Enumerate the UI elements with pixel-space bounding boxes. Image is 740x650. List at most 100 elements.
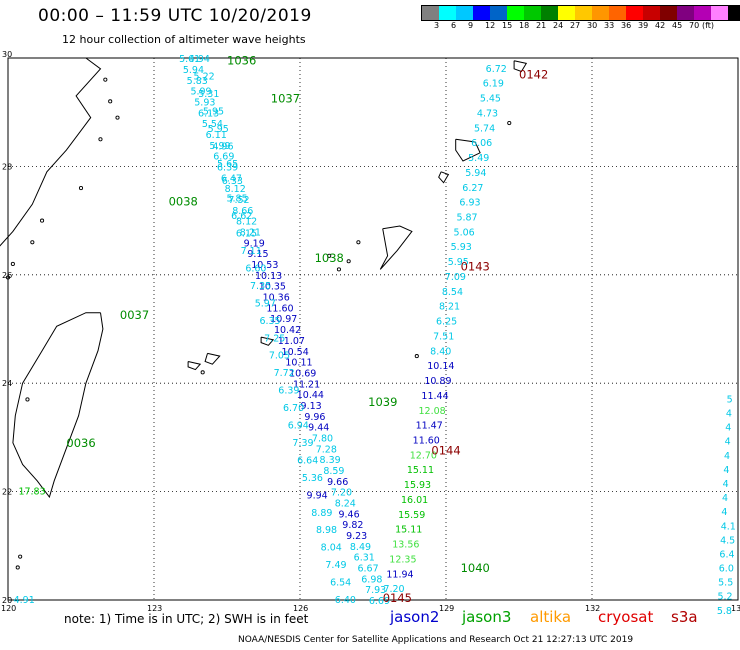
iriomote-coast	[187, 361, 202, 371]
wave-height-value: 4	[725, 423, 731, 434]
wave-height-value: 10.11	[285, 358, 312, 369]
wave-height-value: 11.94	[386, 569, 413, 580]
wave-height-value: 8.21	[439, 302, 460, 313]
page-subtitle: 12 hour collection of altimeter wave hei…	[62, 33, 306, 46]
scale-swatch	[660, 6, 677, 20]
wave-height-value: 5.8	[717, 606, 732, 617]
wave-height-value: 5.83	[187, 76, 208, 87]
small-island	[346, 259, 351, 264]
scale-label: 27	[570, 21, 581, 30]
scale-label: 21	[536, 21, 547, 30]
wave-height-value: 4.96	[212, 141, 233, 152]
wave-height-value: 5.54	[202, 119, 223, 130]
small-island	[98, 137, 103, 142]
wave-height-value: 11.07	[278, 336, 305, 347]
pass-id-label: 0143	[461, 259, 490, 273]
wave-height-value: 7.51	[433, 331, 454, 342]
wave-height-value: 5.45	[480, 94, 501, 105]
scale-swatch	[609, 6, 626, 20]
wave-height-value: 7.25	[264, 333, 285, 344]
scale-label: 18	[519, 21, 530, 30]
wave-height-value: 5.5	[718, 578, 733, 589]
scale-label: 12	[485, 21, 496, 30]
scale-swatch	[643, 6, 660, 20]
scale-label: 24	[553, 21, 564, 30]
wave-height-value: 7.11	[241, 246, 262, 257]
scale-swatch	[473, 6, 490, 20]
wave-height-value: 9.66	[327, 477, 348, 488]
wave-height-value: 6.69	[369, 596, 390, 607]
wave-height-value: 6.40	[335, 595, 356, 606]
wave-height-value: 10.36	[263, 293, 290, 304]
wave-height-value: 6.94	[288, 421, 309, 432]
small-island	[414, 354, 419, 359]
tokunoshima-coast	[438, 171, 450, 184]
small-island	[356, 240, 361, 245]
wave-height-value: 6.06	[471, 138, 492, 149]
wave-height-value: 5.31	[198, 89, 219, 100]
wave-height-value: 10.97	[270, 314, 297, 325]
lon-tick-label: 126	[293, 604, 308, 613]
scale-label: (ft)	[702, 21, 715, 30]
pass-id-label: 0038	[169, 194, 198, 208]
wave-height-value: 5.49	[468, 153, 489, 164]
wave-height-value: 5	[727, 394, 733, 405]
wave-height-value: 5.99	[209, 141, 230, 152]
wave-height-value: 7.49	[325, 560, 346, 571]
wave-height-value: 11.47	[416, 421, 443, 432]
scale-swatch	[507, 6, 524, 20]
satellite-legend-item: s3a	[671, 608, 698, 626]
scale-swatch	[541, 6, 558, 20]
wave-height-value: 5.85	[226, 194, 247, 205]
wave-height-value: 6.15	[236, 229, 257, 240]
small-island	[10, 261, 15, 267]
wave-height-value: 6.33	[222, 176, 243, 187]
lat-tick-label: 28	[2, 162, 12, 171]
scale-label: 3	[434, 21, 440, 30]
small-island	[5, 275, 11, 280]
wave-height-value: 12.35	[389, 554, 416, 565]
wave-height-value: 8.66	[232, 206, 253, 217]
wave-height-value: 7.09	[445, 272, 466, 283]
wave-height-value: 6.27	[462, 183, 483, 194]
scale-label: 45	[672, 21, 683, 30]
scale-swatch	[728, 6, 740, 20]
scale-swatch	[575, 6, 592, 20]
wave-height-value: 7.52	[228, 195, 249, 206]
pass-id-label: 0145	[383, 591, 412, 605]
wave-height-value: 6.39	[217, 162, 238, 173]
small-island	[18, 554, 23, 559]
wave-height-value: 7.72	[274, 368, 295, 379]
wave-height-value: 5.95	[203, 106, 224, 117]
scale-swatch	[456, 6, 473, 20]
pass-id-label: 1036	[227, 54, 256, 68]
lon-tick-label: 135	[731, 604, 740, 613]
scale-swatch	[558, 6, 575, 20]
wave-height-value: 4.5	[720, 535, 735, 546]
scale-label: 70	[689, 21, 700, 30]
pass-id-label: 1038	[315, 251, 344, 265]
wave-height-value: 11.44	[421, 391, 448, 402]
small-island	[200, 370, 205, 375]
wave-height-value: 10.89	[424, 376, 451, 387]
wave-height-value: 5.61	[179, 54, 200, 65]
wave-height-value: 9.94	[307, 490, 328, 501]
wave-height-value: 7.80	[312, 433, 333, 444]
wave-height-value: 6.72	[486, 64, 507, 75]
wave-height-value: 12.08	[419, 406, 446, 417]
wave-height-value: 7.35	[250, 281, 271, 292]
wave-height-value: 6.93	[459, 198, 480, 209]
wave-height-value: 4.1	[721, 521, 736, 532]
okinawa-coast	[379, 225, 413, 270]
wave-height-value: 16.01	[401, 495, 428, 506]
wave-height-value: 10.44	[297, 390, 324, 401]
wave-height-value: 17.83	[18, 487, 45, 498]
wave-height-value: 4	[723, 465, 729, 476]
wave-height-value: 11.60	[413, 435, 440, 446]
wave-height-value: 11.21	[293, 379, 320, 390]
pass-id-label: 1039	[368, 395, 397, 409]
lon-tick-label: 123	[147, 604, 162, 613]
wave-height-value: 5.87	[456, 213, 477, 224]
wave-height-value: 5.2	[717, 592, 732, 603]
wave-height-value: 6.25	[436, 317, 457, 328]
